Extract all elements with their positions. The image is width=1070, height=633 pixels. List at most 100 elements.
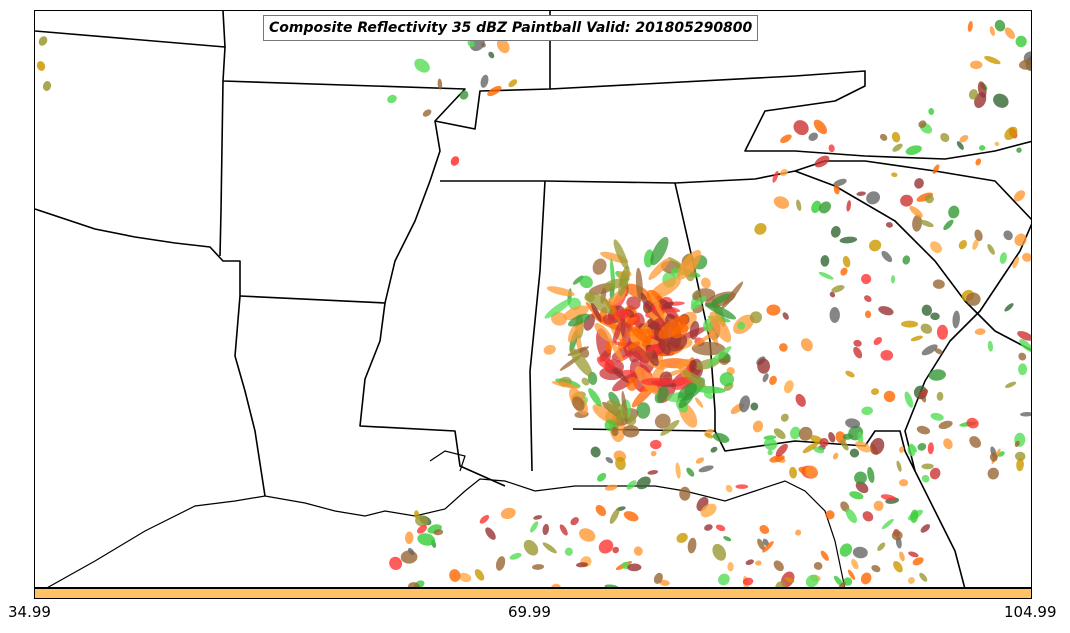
echo-blob bbox=[773, 428, 786, 440]
echo-blob bbox=[867, 466, 875, 483]
echo-blob bbox=[769, 375, 777, 386]
echo-blob bbox=[653, 572, 663, 584]
echo-blob bbox=[544, 298, 573, 319]
echo-blob bbox=[892, 143, 903, 152]
echo-blob bbox=[690, 295, 707, 310]
echo-blob bbox=[709, 311, 732, 343]
echo-blob bbox=[437, 78, 443, 90]
echo-blob bbox=[936, 391, 944, 401]
echo-blob bbox=[763, 435, 777, 440]
echo-blob bbox=[780, 413, 789, 422]
echo-blob bbox=[1020, 411, 1031, 417]
echo-blob bbox=[762, 541, 774, 553]
echo-blob bbox=[567, 319, 583, 343]
echo-blob bbox=[647, 470, 659, 475]
colorbar-tick-left: 34.99 bbox=[8, 603, 51, 621]
reflectivity-map bbox=[35, 11, 1031, 587]
echo-blob bbox=[654, 326, 672, 355]
echo-blob bbox=[830, 225, 841, 238]
echo-blob bbox=[891, 530, 903, 541]
echo-blob bbox=[784, 577, 795, 583]
echo-blob bbox=[842, 255, 851, 268]
echo-blob bbox=[866, 191, 881, 205]
echo-blob bbox=[605, 484, 618, 491]
echo-blob bbox=[842, 433, 853, 440]
echo-blob bbox=[648, 290, 666, 323]
echo-blob bbox=[828, 431, 836, 443]
echo-blob bbox=[551, 381, 580, 389]
echo-blob bbox=[779, 168, 788, 177]
echo-blob bbox=[881, 250, 893, 263]
echo-blob bbox=[676, 249, 702, 280]
echo-blob bbox=[533, 515, 543, 520]
echo-blob bbox=[869, 239, 882, 252]
echo-blob bbox=[592, 404, 618, 424]
echo-blob bbox=[742, 577, 754, 586]
map-panel bbox=[34, 10, 1032, 588]
echo-blob bbox=[934, 348, 943, 355]
echo-blob bbox=[725, 484, 733, 493]
echo-blob bbox=[627, 317, 638, 325]
echo-blob bbox=[930, 412, 944, 421]
echo-blob bbox=[829, 291, 836, 298]
echo-blob bbox=[853, 339, 862, 347]
echo-blob bbox=[1018, 59, 1031, 70]
echo-blob bbox=[855, 481, 869, 494]
echo-blob bbox=[943, 438, 953, 450]
echo-blob bbox=[449, 569, 461, 582]
echo-blob bbox=[762, 538, 769, 546]
echo-blob bbox=[854, 471, 867, 485]
echo-blob bbox=[900, 194, 913, 207]
echo-blob bbox=[993, 93, 1009, 108]
echo-blob bbox=[500, 507, 516, 520]
echo-blob bbox=[737, 321, 746, 330]
echo-blob bbox=[611, 313, 626, 346]
echo-blob bbox=[808, 132, 819, 141]
echo-blob bbox=[839, 543, 853, 557]
echo-blob bbox=[754, 223, 767, 235]
echo-blob bbox=[1015, 35, 1027, 48]
echo-blob bbox=[819, 201, 831, 214]
echo-blob bbox=[745, 559, 754, 565]
echo-blob bbox=[523, 539, 539, 556]
echo-blob bbox=[952, 310, 960, 329]
echo-blob bbox=[932, 279, 945, 289]
echo-blob bbox=[479, 514, 490, 524]
echo-blob bbox=[948, 205, 960, 219]
echo-blob bbox=[773, 560, 784, 572]
echo-blob bbox=[805, 465, 818, 479]
echo-blob bbox=[735, 484, 749, 489]
echo-blob bbox=[1004, 303, 1014, 312]
echo-blob bbox=[811, 200, 822, 213]
echo-blob bbox=[800, 338, 813, 352]
echo-blob bbox=[873, 336, 883, 346]
echo-blob bbox=[645, 344, 659, 353]
echo-blob bbox=[910, 443, 918, 453]
echo-blob bbox=[881, 518, 894, 530]
echo-blob bbox=[659, 579, 670, 586]
echo-blob bbox=[450, 156, 460, 166]
echo-blob bbox=[1022, 252, 1031, 262]
echo-blob bbox=[704, 433, 714, 439]
echo-blob bbox=[969, 436, 982, 448]
mississippi-river bbox=[384, 120, 441, 304]
echo-blob bbox=[691, 341, 726, 356]
echo-blob bbox=[783, 380, 794, 394]
gulf-coastline bbox=[47, 450, 846, 587]
echo-blob bbox=[978, 145, 986, 151]
echo-blob bbox=[814, 155, 830, 168]
echo-blob bbox=[932, 164, 940, 174]
echo-blob bbox=[959, 135, 969, 143]
echo-blob bbox=[851, 558, 859, 570]
echo-blob bbox=[928, 369, 946, 381]
echo-blob bbox=[840, 267, 848, 276]
echo-blob bbox=[715, 524, 726, 532]
echo-blob bbox=[1018, 352, 1027, 361]
echo-blob bbox=[769, 454, 785, 463]
echo-blob bbox=[626, 376, 639, 391]
echo-blob bbox=[570, 347, 593, 377]
echo-blob bbox=[967, 21, 973, 32]
echo-blob bbox=[908, 551, 919, 558]
echo-blob bbox=[813, 119, 828, 135]
echo-blob bbox=[628, 341, 641, 349]
